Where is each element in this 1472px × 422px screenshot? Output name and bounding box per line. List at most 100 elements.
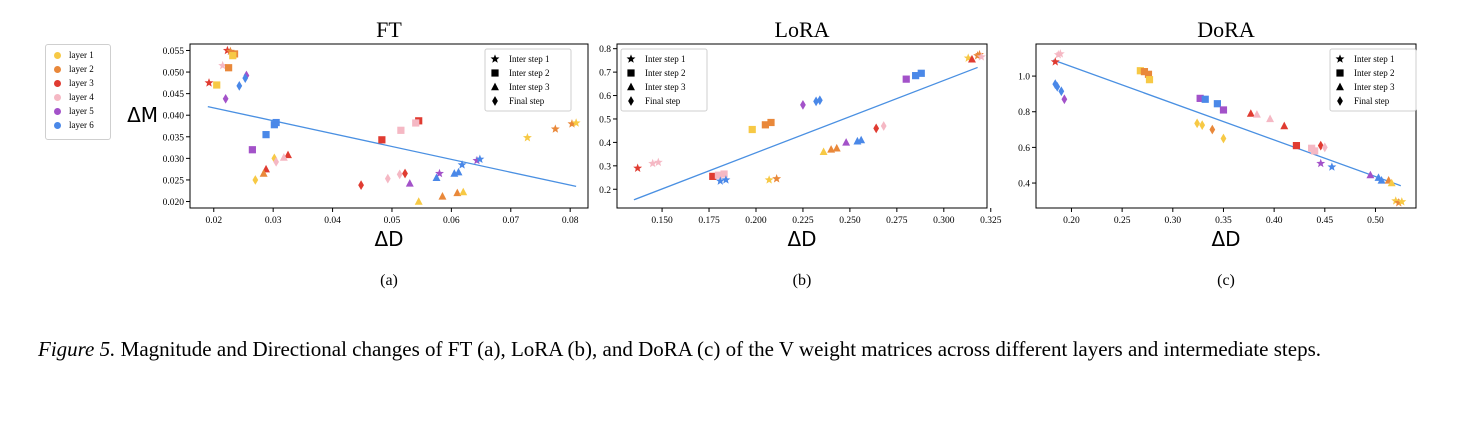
data-point <box>1196 94 1204 102</box>
data-point <box>1054 81 1061 92</box>
data-point <box>1052 79 1059 89</box>
layer-legend-label: layer 2 <box>69 64 94 74</box>
x-tick-label: 0.20 <box>1063 216 1080 226</box>
plot-frame <box>616 43 988 209</box>
data-point <box>633 163 643 172</box>
plot-frame <box>1035 43 1417 209</box>
data-point <box>917 69 925 77</box>
step-legend: Inter step 1 Inter step 2 Inter step 3 Fina… <box>620 48 708 112</box>
data-point <box>767 118 775 127</box>
data-point <box>720 170 728 178</box>
step-legend: Inter step 1 Inter step 2 Inter step 3 Fina… <box>484 48 572 112</box>
layer-legend-label: layer 4 <box>69 92 94 102</box>
data-point <box>1387 178 1396 187</box>
layer-legend-item: layer 2 <box>54 63 94 75</box>
data-point <box>284 150 292 159</box>
chart-panel-1: FT 0.02 0.03 0.04 0.05 0.06 0.07 0.08 0.020 0.025… <box>127 17 589 289</box>
data-point <box>715 176 725 185</box>
step-legend-label: Final step <box>645 96 681 106</box>
layer-legend-item: layer 1 <box>54 49 94 61</box>
data-point <box>229 52 237 60</box>
caption-label: Figure 5. <box>38 337 116 361</box>
data-point <box>761 121 769 129</box>
step-legend-label: Final step <box>509 96 545 106</box>
step-legend-label: Final step <box>1354 96 1390 106</box>
chart-panels: FT 0.02 0.03 0.04 0.05 0.06 0.07 0.08 0.020 0.025… <box>127 17 1417 289</box>
data-point <box>1140 68 1149 76</box>
layer-3-swatch <box>54 79 61 87</box>
step-legend-box <box>1329 48 1417 112</box>
data-point <box>453 188 462 197</box>
data-point <box>252 175 259 185</box>
layer-legend-label: layer 1 <box>69 50 94 60</box>
data-point <box>1209 124 1216 135</box>
step-legend-label: Inter step 3 <box>509 82 550 92</box>
data-point <box>1145 76 1154 84</box>
data-point <box>1058 86 1065 97</box>
data-point <box>1377 176 1386 184</box>
y-tick-label: 0.5 <box>599 115 611 125</box>
caption-text: Magnitude and Directional changes of FT … <box>115 337 1321 361</box>
data-point <box>1327 162 1337 171</box>
data-point <box>1219 106 1228 114</box>
x-tick-label: 0.275 <box>886 216 908 226</box>
data-point <box>522 132 532 142</box>
data-point <box>432 173 441 182</box>
x-tick-label: 0.08 <box>562 216 579 226</box>
data-point <box>1213 100 1221 108</box>
layer-4-swatch <box>54 93 61 101</box>
data-point <box>813 96 819 107</box>
x-tick-label: 0.02 <box>205 216 222 226</box>
step-legend-label: Inter step 2 <box>645 68 686 78</box>
chart-title: FT <box>376 17 402 42</box>
data-point <box>873 123 880 134</box>
data-point <box>648 158 658 168</box>
x-axis-label: ΔD <box>787 227 816 251</box>
x-tick-label: 0.225 <box>792 216 814 226</box>
y-tick-label: 1.0 <box>1018 73 1030 83</box>
diamond-marker-icon <box>1337 96 1343 106</box>
data-point <box>358 180 364 190</box>
y-tick-label: 0.4 <box>1018 180 1030 190</box>
triangle-marker-icon <box>491 82 499 91</box>
data-point <box>475 154 485 164</box>
data-point <box>1280 121 1289 130</box>
layer-6-swatch <box>54 121 61 129</box>
data-point <box>975 49 984 59</box>
triangle-marker-icon <box>627 82 635 91</box>
data-point <box>816 95 823 106</box>
y-tick-label: 0.6 <box>599 92 611 102</box>
data-point <box>1144 70 1153 78</box>
data-point <box>764 175 774 184</box>
data-point <box>1391 196 1401 205</box>
data-point <box>963 53 973 62</box>
data-point <box>273 156 280 167</box>
data-point <box>472 155 482 165</box>
x-tick-label: 0.175 <box>698 216 720 226</box>
data-point <box>1246 109 1255 117</box>
layer-legend-label: layer 5 <box>69 106 94 116</box>
data-point <box>800 100 806 110</box>
data-point <box>248 146 256 154</box>
y-tick-label: 0.035 <box>163 133 185 143</box>
figure-caption: Figure 5. Magnitude and Directional chan… <box>38 335 1438 364</box>
data-point <box>1194 118 1200 129</box>
x-axis-label: ΔD <box>1211 227 1240 251</box>
star-marker-icon <box>626 54 636 63</box>
step-legend-label: Inter step 1 <box>645 54 686 64</box>
square-marker-icon <box>491 69 499 77</box>
layer-legend: layer 1 layer 2 layer 3 layer 4 layer 5 … <box>45 44 111 140</box>
triangle-marker-icon <box>1336 82 1344 91</box>
data-point <box>438 192 447 200</box>
data-point <box>384 173 391 184</box>
data-point <box>412 119 420 127</box>
y-tick-label: 0.3 <box>599 162 611 172</box>
data-point <box>1292 142 1301 150</box>
star-marker-icon <box>490 54 500 63</box>
data-point <box>827 145 836 153</box>
data-point <box>402 168 408 179</box>
data-point <box>1252 110 1261 118</box>
data-point <box>1199 120 1206 130</box>
y-tick-label: 0.4 <box>599 139 611 149</box>
data-point <box>653 157 663 167</box>
